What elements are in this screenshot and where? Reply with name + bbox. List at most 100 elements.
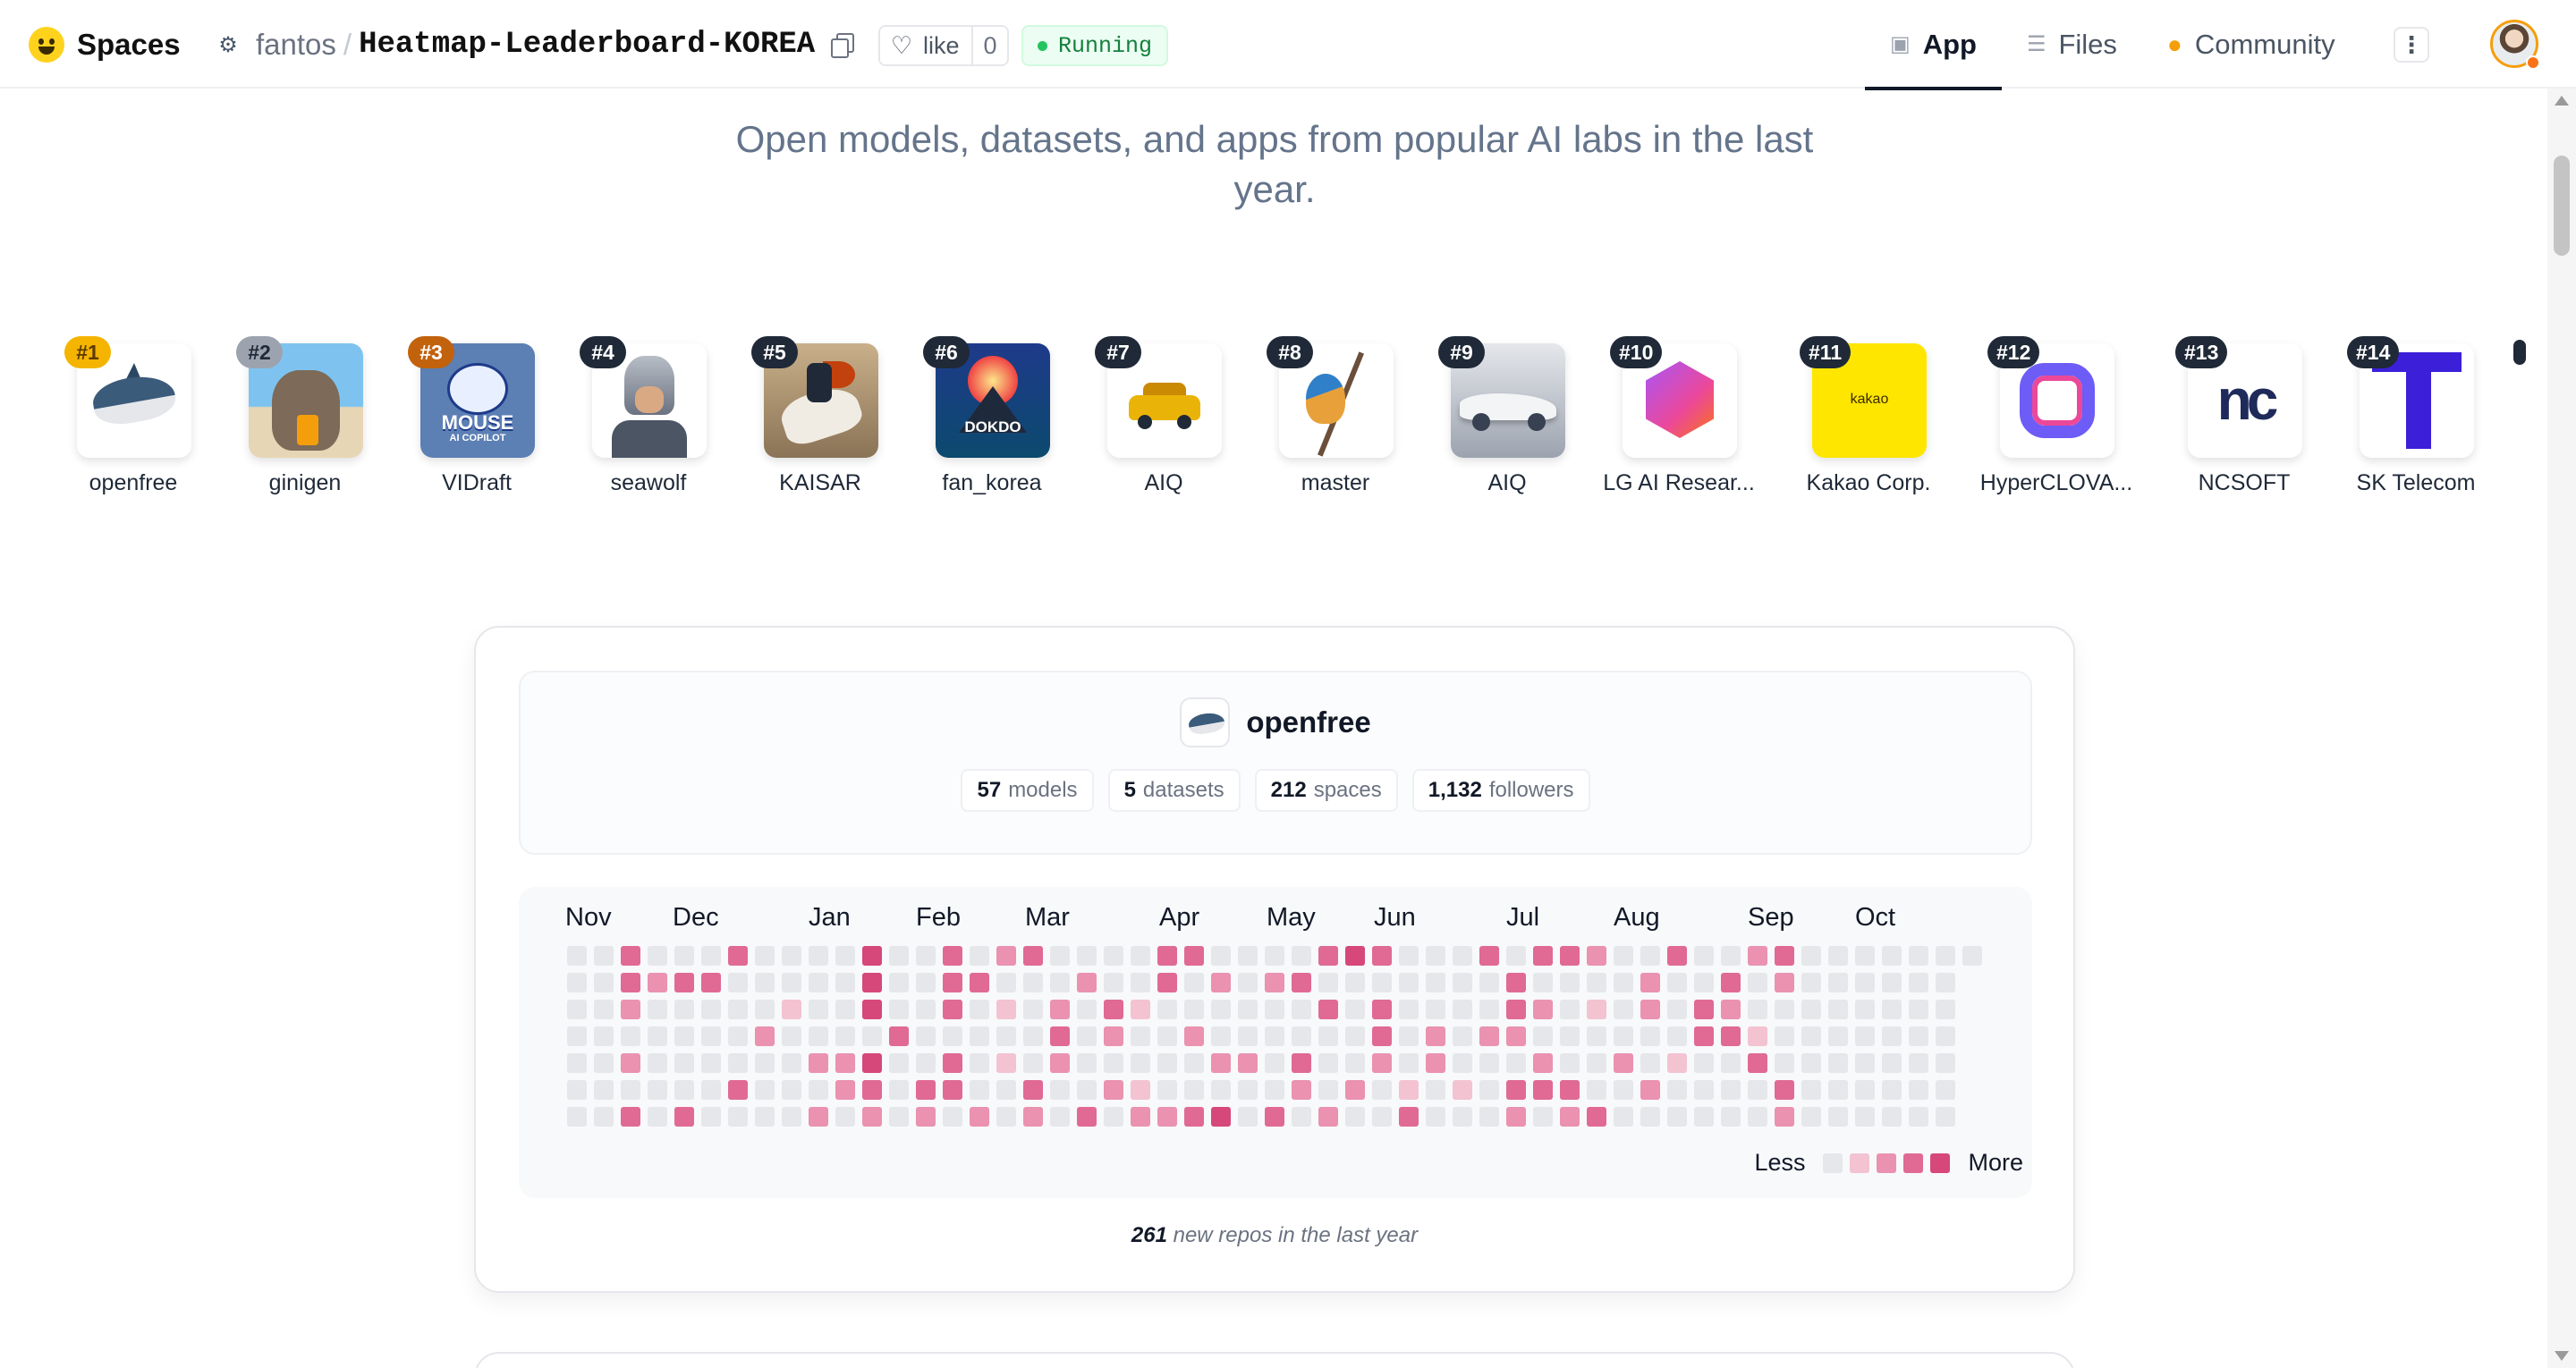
heatmap-cell[interactable] — [1775, 1000, 1794, 1019]
heatmap-cell[interactable] — [862, 1026, 882, 1046]
heatmap-cell[interactable] — [621, 1000, 640, 1019]
heatmap-cell[interactable] — [1265, 1026, 1284, 1046]
heatmap-cell[interactable] — [1426, 1053, 1445, 1073]
heatmap-cell[interactable] — [1104, 1026, 1123, 1046]
heatmap-cell[interactable] — [970, 1026, 989, 1046]
heatmap-cell[interactable] — [1640, 973, 1660, 992]
heatmap-cell[interactable] — [1077, 1107, 1097, 1127]
heatmap-cell[interactable] — [809, 1000, 828, 1019]
heatmap-cell[interactable] — [1184, 1107, 1204, 1127]
heatmap-cell[interactable] — [1506, 946, 1526, 966]
heatmap-cell[interactable] — [835, 1107, 855, 1127]
heatmap-cell[interactable] — [1721, 1026, 1741, 1046]
heatmap-cell[interactable] — [1157, 1053, 1177, 1073]
heatmap-cell[interactable] — [1050, 1107, 1070, 1127]
heatmap-cell[interactable] — [1667, 973, 1687, 992]
heatmap-cell[interactable] — [1131, 1080, 1150, 1100]
copy-icon[interactable] — [831, 33, 855, 58]
heatmap-cell[interactable] — [1882, 946, 1902, 966]
heatmap-cell[interactable] — [1936, 1080, 1955, 1100]
heatmap-cell[interactable] — [1962, 946, 1982, 966]
heatmap-cell[interactable] — [1077, 1080, 1097, 1100]
spaces-home-link[interactable]: Spaces — [29, 25, 181, 64]
heatmap-cell[interactable] — [594, 946, 614, 966]
heatmap-cell[interactable] — [1399, 1000, 1419, 1019]
heatmap-cell[interactable] — [728, 973, 748, 992]
heatmap-cell[interactable] — [835, 946, 855, 966]
heatmap-cell[interactable] — [1050, 1053, 1070, 1073]
heatmap-cell[interactable] — [648, 946, 667, 966]
heatmap-cell[interactable] — [1318, 1053, 1338, 1073]
heatmap-cell[interactable] — [1801, 1107, 1821, 1127]
heatmap-cell[interactable] — [594, 1080, 614, 1100]
heatmap-cell[interactable] — [916, 1053, 936, 1073]
heatmap-cell[interactable] — [594, 1000, 614, 1019]
heatmap-cell[interactable] — [594, 1053, 614, 1073]
heatmap-cell[interactable] — [1533, 1026, 1553, 1046]
heatmap-cell[interactable] — [943, 946, 962, 966]
heatmap-cell[interactable] — [1748, 973, 1767, 992]
user-avatar[interactable] — [2490, 20, 2540, 70]
page-scrollbar[interactable] — [2547, 89, 2576, 1368]
heatmap-cell[interactable] — [1560, 1107, 1580, 1127]
heatmap-cell[interactable] — [674, 1026, 694, 1046]
heatmap-cell[interactable] — [1855, 973, 1875, 992]
leaderboard-item-12[interactable]: #12 HyperCLOVA... — [1945, 336, 2132, 497]
heatmap-cell[interactable] — [1453, 1107, 1472, 1127]
heatmap-cell[interactable] — [1533, 1000, 1553, 1019]
heatmap-cell[interactable] — [728, 946, 748, 966]
heatmap-cell[interactable] — [1104, 1000, 1123, 1019]
heatmap-cell[interactable] — [1479, 1026, 1499, 1046]
heatmap-cell[interactable] — [1157, 1026, 1177, 1046]
heatmap-cell[interactable] — [996, 1053, 1016, 1073]
heatmap-cell[interactable] — [1587, 1026, 1606, 1046]
heatmap-cell[interactable] — [755, 1026, 775, 1046]
heatmap-cell[interactable] — [1345, 1000, 1365, 1019]
heatmap-cell[interactable] — [621, 1080, 640, 1100]
heatmap-cell[interactable] — [862, 946, 882, 966]
heatmap-cell[interactable] — [1184, 1000, 1204, 1019]
heatmap-cell[interactable] — [1587, 1053, 1606, 1073]
heatmap-cell[interactable] — [943, 973, 962, 992]
stat-spaces[interactable]: 212 spaces — [1254, 769, 1398, 812]
heatmap-cell[interactable] — [809, 1080, 828, 1100]
scrollbar-thumb[interactable] — [2554, 156, 2570, 256]
tab-app[interactable]: ▣ App — [1865, 0, 2002, 90]
heatmap-cell[interactable] — [674, 1080, 694, 1100]
heatmap-cell[interactable] — [1614, 1026, 1633, 1046]
heatmap-cell[interactable] — [1399, 946, 1419, 966]
heatmap-cell[interactable] — [1345, 1026, 1365, 1046]
heatmap-cell[interactable] — [1614, 973, 1633, 992]
heatmap-cell[interactable] — [1050, 1000, 1070, 1019]
heatmap-cell[interactable] — [1694, 1026, 1714, 1046]
heatmap-cell[interactable] — [862, 1000, 882, 1019]
heatmap-cell[interactable] — [835, 1000, 855, 1019]
heatmap-cell[interactable] — [1560, 1080, 1580, 1100]
heatmap-cell[interactable] — [835, 973, 855, 992]
heatmap-cell[interactable] — [1936, 1026, 1955, 1046]
heatmap-cell[interactable] — [916, 1026, 936, 1046]
heatmap-cell[interactable] — [809, 1026, 828, 1046]
heatmap-cell[interactable] — [1560, 973, 1580, 992]
heatmap-cell[interactable] — [1104, 973, 1123, 992]
heatmap-cell[interactable] — [1318, 1000, 1338, 1019]
heatmap-cell[interactable] — [1533, 973, 1553, 992]
heatmap-cell[interactable] — [943, 1000, 962, 1019]
heatmap-cell[interactable] — [1882, 1026, 1902, 1046]
heatmap-cell[interactable] — [1748, 1000, 1767, 1019]
heatmap-cell[interactable] — [1399, 1026, 1419, 1046]
heatmap-cell[interactable] — [1748, 946, 1767, 966]
heatmap-cell[interactable] — [1936, 946, 1955, 966]
heatmap-cell[interactable] — [701, 1053, 721, 1073]
heatmap-cell[interactable] — [996, 1026, 1016, 1046]
heatmap-cell[interactable] — [701, 1080, 721, 1100]
heatmap-cell[interactable] — [1157, 973, 1177, 992]
heatmap-cell[interactable] — [1345, 973, 1365, 992]
heatmap-cell[interactable] — [1533, 1053, 1553, 1073]
heatmap-cell[interactable] — [1399, 1107, 1419, 1127]
heatmap-cell[interactable] — [970, 973, 989, 992]
leaderboard-item-3[interactable]: #3 MOUSE AI COPILOT VIDraft — [365, 336, 553, 497]
heatmap-cell[interactable] — [943, 1080, 962, 1100]
heatmap-cell[interactable] — [1614, 1053, 1633, 1073]
heatmap-cell[interactable] — [728, 1000, 748, 1019]
